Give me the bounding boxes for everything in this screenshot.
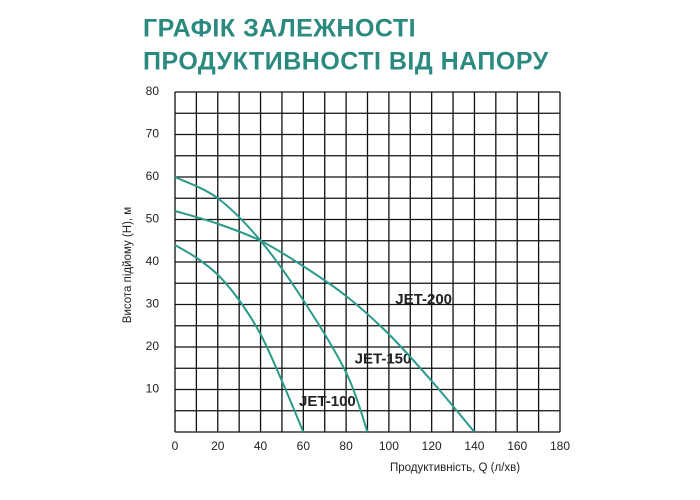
x-tick-label: 160	[507, 439, 527, 453]
y-axis-label: Висота підйому (Н), м	[122, 207, 134, 323]
x-tick-label: 180	[550, 439, 570, 453]
x-tick-label: 20	[211, 439, 225, 453]
series-label: JET-150	[355, 351, 412, 368]
x-tick-label: 40	[254, 439, 268, 453]
y-tick-label: 70	[146, 127, 160, 141]
x-axis-label: Продуктивність, Q (л/хв)	[390, 462, 520, 474]
y-tick-label: 50	[146, 212, 160, 226]
series-line	[174, 176, 369, 433]
x-tick-label: 0	[172, 439, 179, 453]
y-tick-label: 80	[146, 84, 160, 98]
x-tick-label: 60	[297, 439, 311, 453]
series-line	[174, 244, 305, 433]
y-tick-label: 60	[146, 169, 160, 183]
chart-title: ГРАФІК ЗАЛЕЖНОСТІ	[143, 15, 416, 43]
x-tick-label: 100	[379, 439, 399, 453]
x-tick-label: 80	[339, 439, 353, 453]
y-tick-label: 40	[146, 254, 160, 268]
series-line	[174, 210, 476, 433]
x-tick-label: 140	[464, 439, 484, 453]
y-tick-label: 20	[146, 339, 160, 353]
chart-title: ПРОДУКТИВНОСТІ ВІД НАПОРУ	[143, 48, 549, 76]
x-tick-label: 120	[422, 439, 442, 453]
y-tick-label: 10	[146, 382, 160, 396]
y-tick-label: 30	[146, 297, 160, 311]
series-label: JET-200	[395, 291, 452, 308]
series-label: JET-100	[299, 393, 356, 410]
